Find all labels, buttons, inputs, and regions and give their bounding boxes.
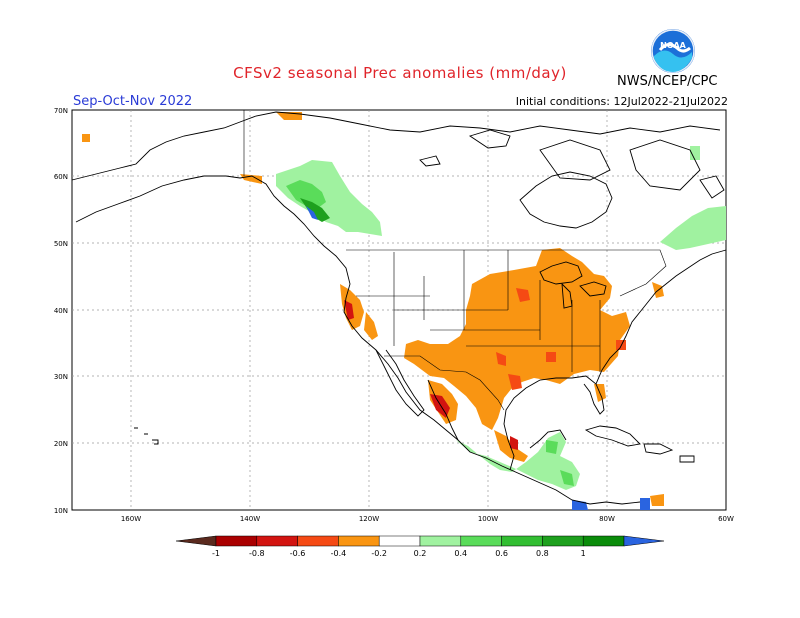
lon-label-80w: 80W xyxy=(599,515,615,523)
colorbar-arrow-right xyxy=(623,535,665,547)
lat-label-30n: 30N xyxy=(54,373,68,381)
colorbar-swatch xyxy=(419,535,462,547)
colorbar-swatch xyxy=(501,535,543,547)
colorbar-swatch xyxy=(582,535,625,547)
latitude-labels: 70N 60N 50N 40N 30N 20N 10N xyxy=(54,107,68,515)
longitude-labels: 160W 140W 120W 100W 80W 60W xyxy=(121,515,734,523)
colorbar-tick-label: -0.6 xyxy=(290,549,306,558)
season-label: Sep-Oct-Nov 2022 xyxy=(73,94,193,109)
colorbar-tick-label: -1 xyxy=(212,549,220,558)
lon-label-140w: 140W xyxy=(240,515,260,523)
colorbar-tick-label: 0.2 xyxy=(414,549,427,558)
colorbar-tick-label: 0.8 xyxy=(536,549,549,558)
lat-label-10n: 10N xyxy=(54,507,68,515)
lat-label-70n: 70N xyxy=(54,107,68,115)
lon-label-100w: 100W xyxy=(478,515,498,523)
colorbar-swatch xyxy=(297,535,339,547)
colorbar-tick-label: -0.2 xyxy=(371,549,387,558)
lat-label-60n: 60N xyxy=(54,173,68,181)
colorbar-tick-label: 1 xyxy=(581,549,586,558)
colorbar-swatch xyxy=(256,535,298,547)
colorbar-tick-label: -0.8 xyxy=(249,549,265,558)
colorbar-tick-label: 0.6 xyxy=(495,549,508,558)
anomaly-shading xyxy=(82,112,726,510)
lon-label-160w: 160W xyxy=(121,515,141,523)
colorbar-arrow-left xyxy=(175,535,217,547)
lat-label-20n: 20N xyxy=(54,440,68,448)
noaa-logo-icon: NOAA xyxy=(651,29,695,73)
political-borders xyxy=(243,110,667,411)
map-title: CFSv2 seasonal Prec anomalies (mm/day) xyxy=(233,64,567,82)
colorbar-tick-label: 0.4 xyxy=(454,549,467,558)
colorbar-swatch xyxy=(378,535,421,547)
colorbar-swatch xyxy=(542,535,584,547)
initial-conditions-label: Initial conditions: 12Jul2022-21Jul2022 xyxy=(515,95,728,108)
colorbar-swatch xyxy=(460,535,502,547)
lon-label-120w: 120W xyxy=(359,515,379,523)
coastlines xyxy=(71,111,727,505)
agency-label: NWS/NCEP/CPC xyxy=(617,74,718,89)
colorbar-swatch xyxy=(215,535,258,547)
lon-label-60w: 60W xyxy=(718,515,734,523)
grid-lines xyxy=(72,110,726,510)
colorbar-tick-label: -0.4 xyxy=(331,549,347,558)
svg-text:NOAA: NOAA xyxy=(660,41,686,50)
lat-label-50n: 50N xyxy=(54,240,68,248)
colorbar-swatch xyxy=(338,535,380,547)
lat-label-40n: 40N xyxy=(54,307,68,315)
colorbar: -1 -0.8 -0.6 -0.4 -0.2 0.2 0.4 0.6 0.8 1 xyxy=(175,535,665,558)
